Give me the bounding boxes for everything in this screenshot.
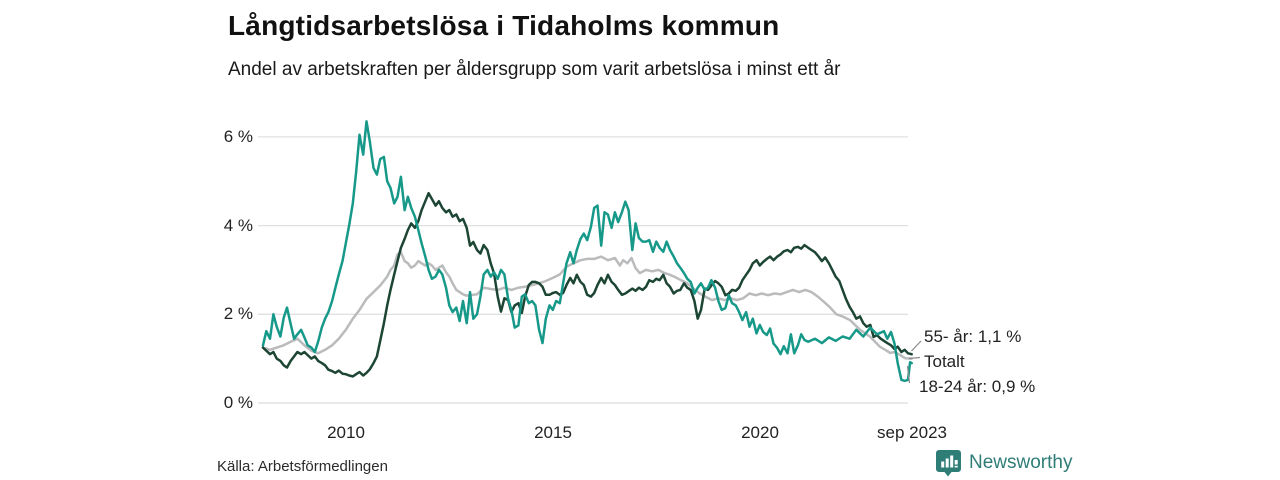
x-axis-tick-sep2023: sep 2023 xyxy=(877,423,947,442)
x-axis-tick-2020: 2020 xyxy=(741,423,779,442)
newsworthy-logo[interactable]: Newsworthy xyxy=(935,449,1072,477)
label-connector-18-24 xyxy=(906,365,911,384)
y-axis-tick-4: 4 % xyxy=(223,216,253,235)
series-18-24-ar-line xyxy=(261,120,913,383)
series-label-55-ar: 55- år: 1,1 % xyxy=(924,327,1022,346)
y-axis-tick-0: 0 % xyxy=(223,393,253,412)
label-connector-55-ar xyxy=(911,340,922,352)
source-note: Källa: Arbetsförmedlingen xyxy=(217,458,388,475)
series-totalt-line xyxy=(261,250,913,360)
series-label-18-24-ar: 18-24 år: 0,9 % xyxy=(919,377,1036,396)
x-axis-tick-2015: 2015 xyxy=(534,423,572,442)
chart-subtitle: Andel av arbetskraften per åldersgrupp s… xyxy=(228,59,841,80)
chart-title: Långtidsarbetslösa i Tidaholms kommun xyxy=(228,10,780,41)
y-axis-tick-6: 6 % xyxy=(223,127,253,146)
y-axis-tick-2: 2 % xyxy=(223,304,253,323)
label-connector-totalt xyxy=(908,356,921,360)
series-55-ar-line xyxy=(261,191,913,378)
series-label-totalt: Totalt xyxy=(924,352,965,371)
newsworthy-wordmark: Newsworthy xyxy=(969,452,1073,473)
newsworthy-bubble-chart-icon xyxy=(936,450,961,477)
x-axis-tick-2010: 2010 xyxy=(327,423,365,442)
